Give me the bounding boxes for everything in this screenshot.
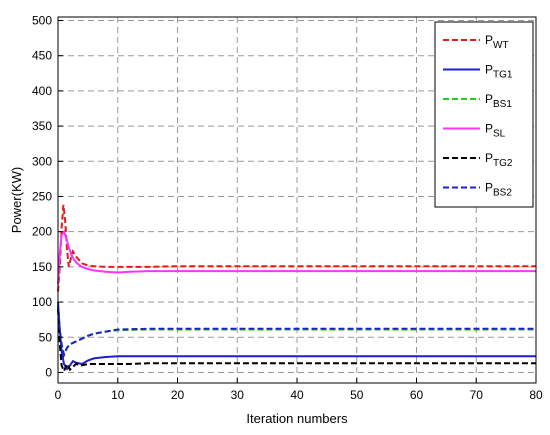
y-tick-label: 300 xyxy=(32,154,52,168)
y-tick-label: 350 xyxy=(32,119,52,133)
x-tick-label: 80 xyxy=(529,388,543,402)
x-tick-label: 10 xyxy=(111,388,125,402)
x-axis-label: Iteration numbers xyxy=(246,411,348,426)
y-tick-label: 200 xyxy=(32,225,52,239)
x-tick-label: 70 xyxy=(470,388,484,402)
series-lines xyxy=(57,204,536,374)
x-tick-label: 50 xyxy=(350,388,364,402)
x-tick-label: 30 xyxy=(231,388,245,402)
legend-entry-sl: PSL xyxy=(485,122,506,140)
series-line-tg2 xyxy=(57,309,536,374)
x-tick-label: 0 xyxy=(55,388,62,402)
y-tick-label: 400 xyxy=(32,84,52,98)
grid xyxy=(58,17,536,383)
legend-entry-bs2: PBS2 xyxy=(485,181,512,199)
legend-entry-tg2: PTG2 xyxy=(485,151,513,169)
series-line-sl xyxy=(57,229,536,285)
y-tick-label: 100 xyxy=(32,295,52,309)
y-tick-label: 500 xyxy=(32,14,52,28)
y-tick-label: 450 xyxy=(32,49,52,63)
x-tick-label: 20 xyxy=(171,388,185,402)
y-axis-label: Power(KW) xyxy=(9,167,24,233)
y-tick-label: 250 xyxy=(32,189,52,203)
series-line-tg1 xyxy=(57,302,536,371)
y-tick-label: 50 xyxy=(39,330,53,344)
legend: PWT PTG1 PBS1 PSL PTG2 PBS2 xyxy=(434,21,534,208)
x-tick-label: 60 xyxy=(410,388,424,402)
series-line-bs2 xyxy=(57,305,536,359)
legend-entry-tg1: PTG1 xyxy=(485,63,513,81)
legend-entry-bs1: PBS1 xyxy=(485,92,512,110)
legend-box xyxy=(434,21,534,208)
x-tick-label: 40 xyxy=(290,388,304,402)
series-line-wt xyxy=(57,204,536,292)
y-tick-label: 150 xyxy=(32,260,52,274)
axis-ticks: 0 10 20 30 40 50 60 70 80 0 50 100 150 200 250 300 350 40… xyxy=(32,14,543,402)
legend-entry-wt: PWT xyxy=(485,33,509,51)
y-tick-label: 0 xyxy=(45,365,52,379)
